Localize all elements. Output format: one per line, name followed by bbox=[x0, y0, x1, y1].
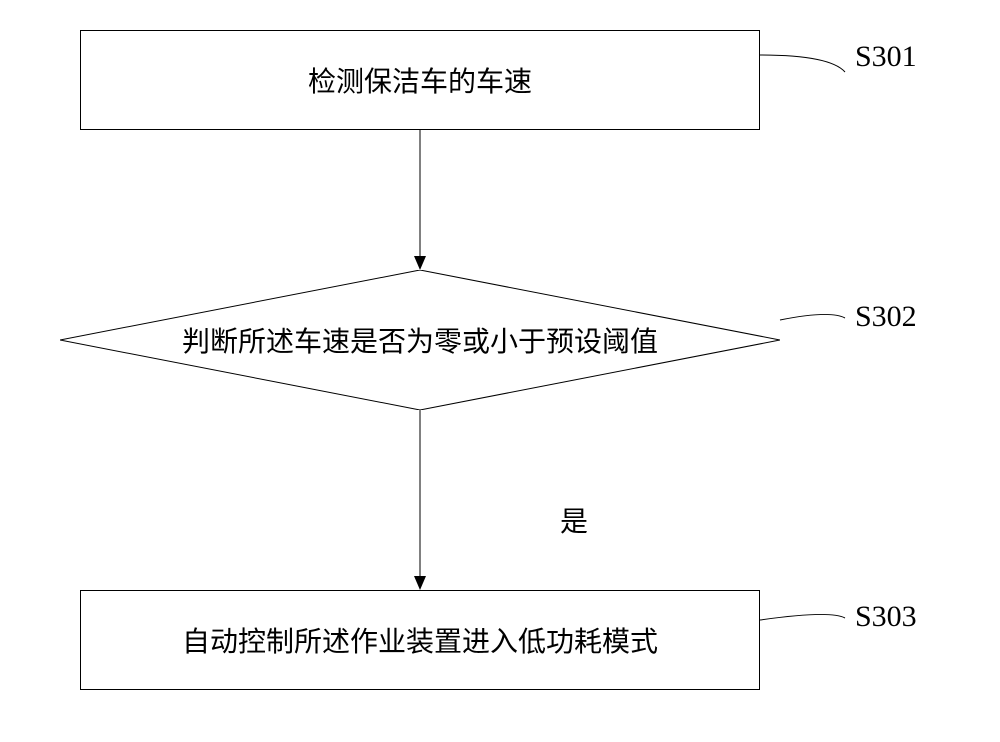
process-box-low-power: 自动控制所述作业装置进入低功耗模式 bbox=[80, 590, 760, 690]
process-text: 检测保洁车的车速 bbox=[308, 60, 532, 100]
decision-box-speed-check: 判断所述车速是否为零或小于预设阈值 bbox=[60, 270, 780, 410]
process-text: 自动控制所述作业装置进入低功耗模式 bbox=[182, 620, 658, 660]
flowchart-container: 检测保洁车的车速 S301 判断所述车速是否为零或小于预设阈值 S302 是 自… bbox=[0, 0, 1000, 742]
edge-label-yes: 是 bbox=[560, 500, 588, 540]
process-box-detect-speed: 检测保洁车的车速 bbox=[80, 30, 760, 130]
step-label-s301: S301 bbox=[855, 40, 917, 74]
step-label-s303: S303 bbox=[855, 600, 917, 634]
decision-text: 判断所述车速是否为零或小于预设阈值 bbox=[60, 270, 780, 410]
step-label-s302: S302 bbox=[855, 300, 917, 334]
